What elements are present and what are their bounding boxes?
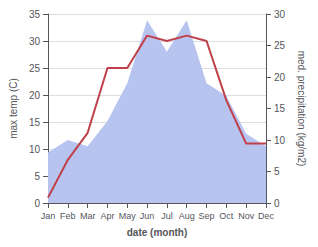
svg-text:Aug: Aug	[179, 211, 195, 221]
svg-text:35: 35	[29, 9, 41, 20]
svg-text:30: 30	[274, 9, 286, 20]
svg-text:0: 0	[274, 198, 280, 209]
svg-text:5: 5	[274, 166, 280, 177]
svg-text:15: 15	[29, 117, 41, 128]
svg-text:Apr: Apr	[100, 211, 114, 221]
svg-text:Jan: Jan	[41, 211, 56, 221]
svg-text:Nov: Nov	[238, 211, 255, 221]
svg-text:5: 5	[34, 171, 40, 182]
svg-text:Feb: Feb	[60, 211, 76, 221]
svg-text:10: 10	[29, 144, 41, 155]
svg-text:Jul: Jul	[161, 211, 173, 221]
svg-text:20: 20	[274, 72, 286, 83]
svg-text:May: May	[119, 211, 137, 221]
svg-text:date (month): date (month)	[127, 227, 188, 238]
svg-text:med. precipitation (kg/m2): med. precipitation (kg/m2)	[296, 51, 307, 167]
svg-text:15: 15	[274, 103, 286, 114]
svg-text:10: 10	[274, 135, 286, 146]
svg-text:Jun: Jun	[140, 211, 155, 221]
svg-text:0: 0	[34, 198, 40, 209]
svg-text:30: 30	[29, 36, 41, 47]
svg-text:25: 25	[29, 63, 41, 74]
svg-text:20: 20	[29, 90, 41, 101]
svg-text:Oct: Oct	[219, 211, 234, 221]
svg-text:25: 25	[274, 40, 286, 51]
svg-text:Sep: Sep	[199, 211, 215, 221]
svg-text:max temp (C): max temp (C)	[8, 78, 19, 139]
svg-text:Dec: Dec	[258, 211, 275, 221]
svg-text:Mar: Mar	[80, 211, 96, 221]
